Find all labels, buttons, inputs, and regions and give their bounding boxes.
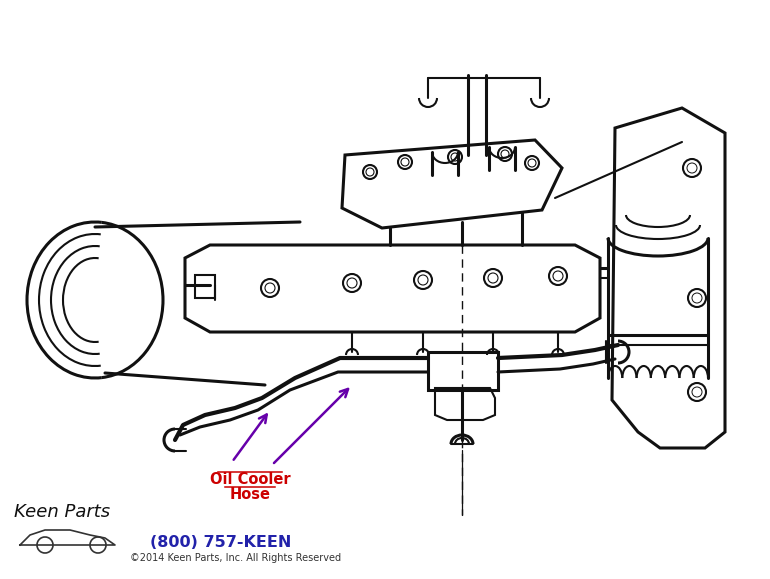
Text: Keen Parts: Keen Parts bbox=[14, 503, 110, 521]
Text: Hose: Hose bbox=[229, 487, 270, 502]
Text: Oil Cooler: Oil Cooler bbox=[209, 472, 290, 487]
Text: ©2014 Keen Parts, Inc. All Rights Reserved: ©2014 Keen Parts, Inc. All Rights Reserv… bbox=[130, 553, 341, 563]
Text: (800) 757-KEEN: (800) 757-KEEN bbox=[150, 535, 291, 550]
